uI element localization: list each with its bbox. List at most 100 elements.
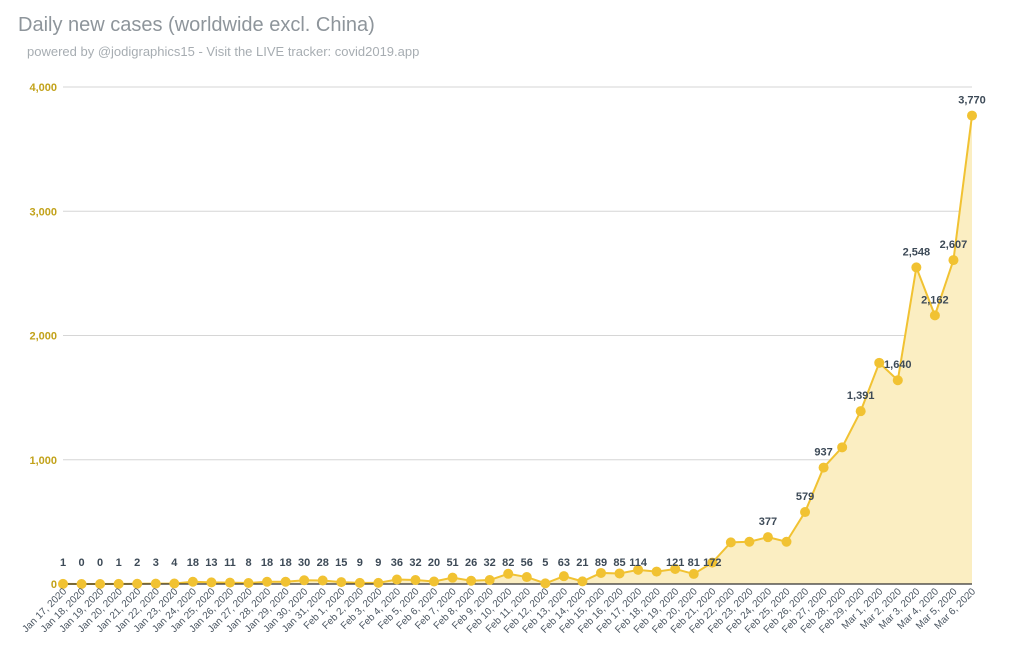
data-point <box>336 577 347 588</box>
data-point <box>540 578 551 589</box>
data-point <box>781 536 792 547</box>
data-point <box>948 255 959 266</box>
data-label: 172 <box>703 557 721 569</box>
data-point <box>818 462 829 473</box>
data-label: 0 <box>78 557 84 569</box>
data-point <box>837 442 848 453</box>
data-point <box>484 575 495 586</box>
series-area <box>63 115 972 584</box>
data-point <box>280 576 291 587</box>
data-label: 81 <box>688 557 700 569</box>
data-label: 3 <box>153 557 159 569</box>
data-point <box>95 579 106 589</box>
data-point <box>224 577 235 588</box>
data-points <box>58 110 977 589</box>
data-label: 85 <box>613 557 625 569</box>
data-label: 15 <box>335 557 347 569</box>
data-label: 937 <box>814 447 832 459</box>
data-label: 56 <box>521 557 533 569</box>
data-label: 18 <box>279 557 291 569</box>
data-point <box>762 532 773 543</box>
data-label: 3,770 <box>958 95 986 107</box>
data-label: 32 <box>409 557 421 569</box>
data-label: 82 <box>502 557 514 569</box>
data-label: 30 <box>298 557 310 569</box>
data-point <box>262 576 273 587</box>
data-point <box>577 576 588 587</box>
data-label: 2,548 <box>903 246 931 258</box>
data-label: 2 <box>134 557 140 569</box>
data-point <box>187 576 198 587</box>
data-point <box>855 406 866 417</box>
y-tick-label: 0 <box>51 579 57 591</box>
y-axis-ticks: 0 1,000 2,000 3,000 4,000 <box>29 82 57 591</box>
data-point <box>132 578 143 589</box>
data-point <box>633 564 644 575</box>
data-label: 121 <box>666 557 684 569</box>
data-label: 63 <box>558 557 570 569</box>
data-point <box>317 575 328 586</box>
data-label: 1 <box>60 557 66 569</box>
data-label: 18 <box>261 557 273 569</box>
y-tick-label: 1,000 <box>29 455 57 467</box>
data-label: 32 <box>484 557 496 569</box>
data-point <box>429 576 440 587</box>
data-label: 51 <box>446 557 458 569</box>
data-point <box>688 568 699 579</box>
data-point <box>874 357 885 368</box>
data-point <box>744 536 755 547</box>
data-label: 9 <box>375 557 381 569</box>
chart-title: Daily new cases (worldwide excl. China) <box>18 14 375 36</box>
data-point <box>169 578 180 589</box>
data-label: 20 <box>428 557 440 569</box>
data-label: 2,607 <box>940 239 968 251</box>
data-label: 36 <box>391 557 403 569</box>
data-label: 28 <box>317 557 329 569</box>
data-point <box>725 537 736 548</box>
data-labels: 1 0 0 1 2 3 4 18 13 11 8 18 18 30 28 15 9 9 36 32 20 51 26 32 82… <box>60 95 986 569</box>
chart-subtitle: powered by @jodigraphics15 - Visit the L… <box>27 44 420 59</box>
data-point <box>447 572 458 583</box>
data-point <box>503 568 514 579</box>
data-point <box>299 575 310 586</box>
y-tick-label: 3,000 <box>29 206 57 218</box>
y-tick-label: 4,000 <box>29 82 57 94</box>
data-point <box>150 578 161 589</box>
data-point <box>651 566 662 577</box>
data-label: 114 <box>629 557 648 569</box>
data-label: 13 <box>205 557 217 569</box>
data-point <box>892 375 903 386</box>
data-label: 579 <box>796 491 814 503</box>
data-point <box>391 574 402 585</box>
gridlines <box>63 86 972 461</box>
data-point <box>521 572 532 583</box>
data-point <box>707 557 718 568</box>
data-label: 21 <box>576 557 588 569</box>
data-point <box>243 578 254 589</box>
data-point <box>929 310 940 321</box>
data-label: 377 <box>759 516 777 528</box>
data-label: 4 <box>171 557 178 569</box>
data-label: 0 <box>97 557 103 569</box>
data-point <box>373 577 384 588</box>
data-label: 26 <box>465 557 477 569</box>
data-point <box>466 575 477 586</box>
data-label: 9 <box>357 557 363 569</box>
data-label: 89 <box>595 557 607 569</box>
data-label: 8 <box>245 557 251 569</box>
y-tick-label: 2,000 <box>29 331 57 343</box>
data-point <box>967 110 977 121</box>
area-fill <box>63 115 972 584</box>
data-point <box>595 567 606 578</box>
data-point <box>58 578 68 589</box>
data-point <box>113 578 124 589</box>
data-point <box>800 507 811 518</box>
data-point <box>410 575 421 586</box>
data-point <box>76 579 87 589</box>
data-point <box>614 568 625 579</box>
data-label: 1,391 <box>847 390 875 402</box>
data-label: 11 <box>224 557 236 569</box>
data-point <box>354 577 365 588</box>
